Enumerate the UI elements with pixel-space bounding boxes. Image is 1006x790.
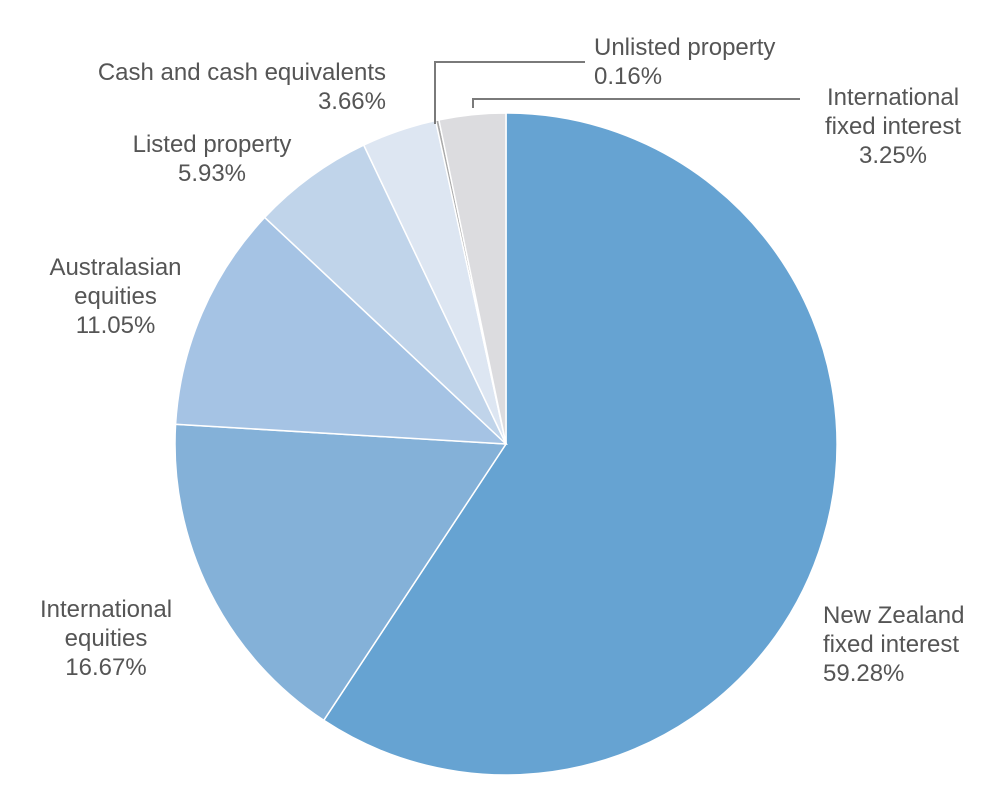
slice-label-international-fixed-interest: International fixed interest 3.25% (808, 83, 978, 170)
slice-label-text: fixed interest (823, 631, 960, 658)
slice-label-australasian-equities: Australasian equities 11.05% (28, 253, 203, 340)
pie-slice-international-fixed-interest (437, 112, 507, 445)
slice-value-label: 3.25% (858, 142, 928, 169)
slice-label-text: Listed property (132, 131, 292, 158)
slice-label-text: Cash and cash equivalents (97, 59, 386, 86)
slice-value-label: 59.28% (823, 660, 905, 687)
slice-value-label: 0.16% (594, 63, 663, 90)
leader-line-international-fixed-interest (472, 98, 800, 108)
slice-label-cash-and-cash-equivalents: Cash and cash equivalents 3.66% (30, 58, 386, 116)
slices-group (174, 112, 838, 776)
slice-label-text: fixed interest (824, 113, 962, 140)
slice-label-international-equities: International equities 16.67% (26, 595, 186, 682)
slice-label-text: equities (74, 283, 157, 310)
leader-line-unlisted-property (434, 61, 585, 124)
slice-label-new-zealand-fixed-interest: New Zealand fixed interest 59.28% (823, 601, 964, 688)
slice-value-label: 16.67% (65, 654, 147, 681)
slice-label-text: International (826, 84, 960, 111)
slice-label-text: Australasian (49, 254, 182, 281)
slice-value-label: 5.93% (177, 160, 247, 187)
slice-label-unlisted-property: Unlisted property 0.16% (594, 33, 775, 91)
slice-label-text: International (39, 596, 173, 623)
slice-value-label: 11.05% (75, 312, 156, 339)
slice-value-label: 3.66% (317, 88, 386, 115)
slice-label-text: equities (64, 625, 148, 652)
slice-label-text: Unlisted property (594, 34, 776, 61)
pie-slice-international-equities (174, 423, 508, 722)
pie-slice-new-zealand-fixed-interest (322, 112, 838, 776)
pie-slice-listed-property (263, 144, 507, 445)
slice-label-listed-property: Listed property 5.93% (112, 130, 312, 188)
pie-slice-australasian-equities (174, 216, 509, 445)
slice-label-text: New Zealand (823, 602, 965, 629)
